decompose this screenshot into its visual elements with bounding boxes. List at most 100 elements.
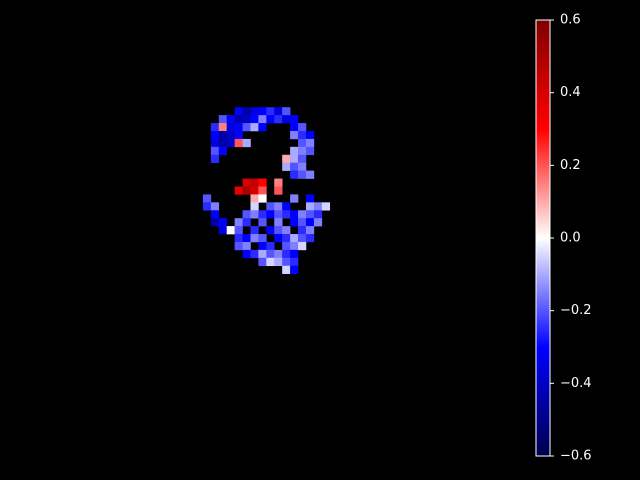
heatmap-cell <box>210 123 220 132</box>
heatmap-cell <box>250 123 259 132</box>
heatmap-cell <box>298 138 307 148</box>
heatmap-cell <box>226 226 235 235</box>
heatmap-cell <box>258 194 267 203</box>
heatmap-cell <box>234 107 243 116</box>
heatmap-cell <box>274 115 283 124</box>
heatmap-cell <box>258 123 267 132</box>
heatmap-cell <box>234 218 243 227</box>
heatmap-cell <box>282 202 291 211</box>
heatmap-cell <box>210 154 220 163</box>
heatmap-cell <box>242 241 251 251</box>
heatmap-cell <box>234 138 243 148</box>
heatmap-image <box>202 107 331 274</box>
heatmap-cell <box>305 146 315 156</box>
heatmap-cell <box>282 241 291 251</box>
heatmap-cell <box>258 107 267 116</box>
heatmap-cell <box>202 194 212 203</box>
heatmap-cell <box>290 123 299 132</box>
heatmap-cell <box>234 123 243 132</box>
heatmap-cell <box>242 123 251 132</box>
heatmap-cell <box>298 210 307 219</box>
heatmap-cell <box>298 130 307 140</box>
heatmap-cell <box>305 218 315 227</box>
heatmap-cell <box>234 241 243 251</box>
heatmap-cell <box>274 257 283 267</box>
heatmap-cell <box>242 107 251 116</box>
heatmap-cell <box>250 210 259 219</box>
heatmap-cell <box>242 186 251 195</box>
heatmap-cell <box>282 257 291 267</box>
heatmap-cell <box>274 226 283 235</box>
heatmap-cell <box>250 249 259 259</box>
heatmap-cell <box>274 218 283 227</box>
heatmap-cell <box>298 170 307 179</box>
colorbar-tick-label: 0.4 <box>560 85 581 100</box>
heatmap-cell <box>242 218 251 227</box>
heatmap-cell <box>298 162 307 171</box>
heatmap-cell <box>266 249 275 259</box>
heatmap-cell <box>210 146 220 156</box>
heatmap-cell <box>218 115 227 124</box>
heatmap-cell <box>218 226 227 235</box>
heatmap-cell <box>282 162 291 171</box>
heatmap-cell <box>210 138 220 148</box>
heatmap-cell <box>266 241 275 251</box>
heatmap-cell <box>258 210 267 219</box>
heatmap-cell <box>290 265 299 274</box>
heatmap-cell <box>202 202 212 211</box>
heatmap-cell <box>226 138 235 148</box>
heatmap-cell <box>250 234 259 243</box>
heatmap-cell <box>298 154 307 163</box>
heatmap-cell <box>290 146 299 156</box>
heatmap-cell <box>242 138 251 148</box>
heatmap-cell <box>313 210 323 219</box>
heatmap-cell <box>290 130 299 140</box>
heatmap-cell <box>290 162 299 171</box>
heatmap-cell <box>266 115 275 124</box>
heatmap-cell <box>242 210 251 219</box>
colorbar-axis: −0.6 −0.4 −0.2 0.0 0.2 0.4 0.6 <box>550 13 592 464</box>
heatmap-cell <box>258 257 267 267</box>
heatmap-cell <box>274 210 283 219</box>
heatmap-cell <box>305 202 315 211</box>
heatmap-cell <box>305 194 315 203</box>
heatmap-cell <box>258 178 267 187</box>
heatmap-cell <box>250 115 259 124</box>
heatmap-cell <box>282 154 291 163</box>
heatmap-cell <box>250 178 259 187</box>
heatmap-cell <box>305 138 315 148</box>
heatmap-cell <box>305 130 315 140</box>
colorbar-tick-label: −0.2 <box>560 303 592 318</box>
heatmap-cell <box>290 249 299 259</box>
heatmap-cell <box>234 234 243 243</box>
heatmap-cell <box>298 218 307 227</box>
heatmap-cell <box>305 170 315 179</box>
heatmap-cell <box>290 170 299 179</box>
heatmap-cell <box>210 202 220 211</box>
heatmap-cell <box>274 107 283 116</box>
heatmap-cell <box>266 210 275 219</box>
heatmap-cell <box>274 186 283 195</box>
heatmap-cell <box>218 218 227 227</box>
heatmap-cell <box>210 130 220 140</box>
heatmap-cell <box>250 226 259 235</box>
heatmap-cell <box>210 210 220 219</box>
heatmap-cell <box>282 265 291 274</box>
heatmap-cell <box>305 210 315 219</box>
heatmap-cell <box>298 241 307 251</box>
heatmap-cell <box>234 186 243 195</box>
heatmap-cell <box>305 226 315 235</box>
heatmap-cell <box>290 241 299 251</box>
heatmap-cell <box>242 249 251 259</box>
heatmap-cell <box>290 257 299 267</box>
heatmap-cell <box>250 186 259 195</box>
heatmap-cell <box>250 194 259 203</box>
heatmap-cell <box>226 115 235 124</box>
heatmap-cell <box>218 146 227 156</box>
heatmap-cell <box>282 249 291 259</box>
colorbar-tick-label: 0.6 <box>560 13 581 28</box>
heatmap-cell <box>218 130 227 140</box>
heatmap-cell <box>242 178 251 187</box>
